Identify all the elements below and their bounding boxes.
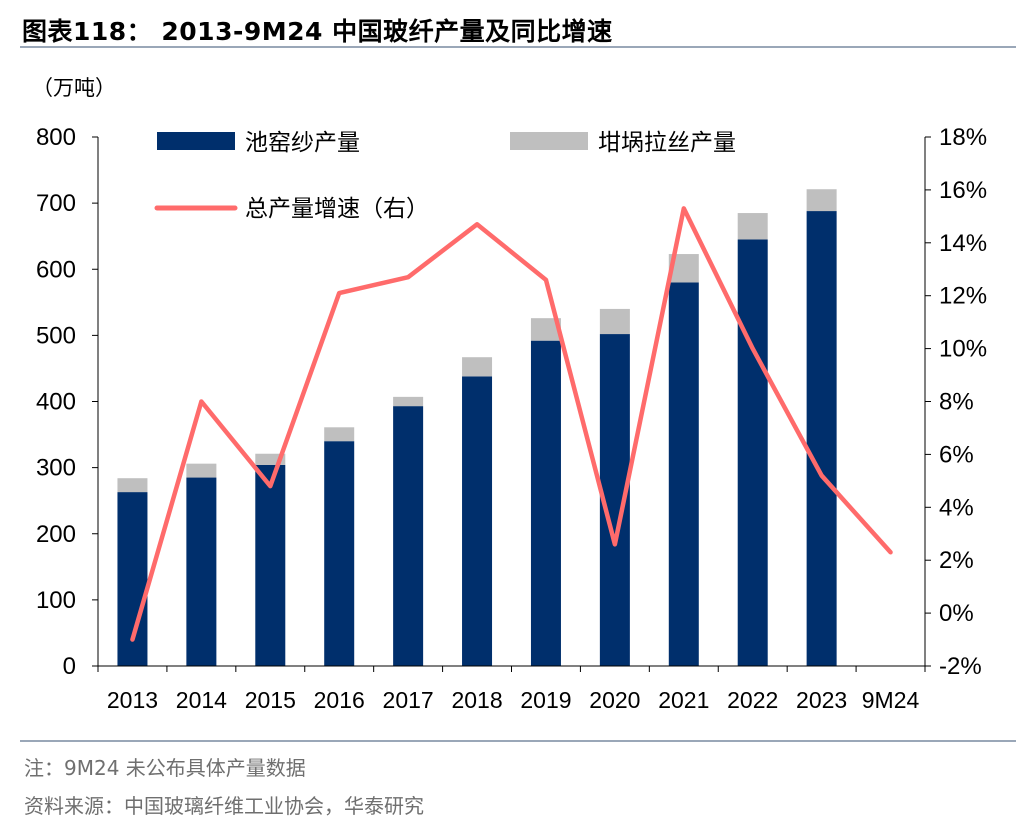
legend-crucible-label: 坩埚拉丝产量 — [598, 130, 736, 156]
bar-pool-kiln-2018 — [462, 376, 493, 666]
right-tick-label: 10% — [939, 336, 987, 363]
x-tick-label: 2019 — [520, 687, 571, 713]
right-tick-label: 0% — [939, 600, 974, 627]
legend-pool-kiln-swatch — [157, 132, 235, 150]
right-tick-label: 2% — [939, 547, 974, 574]
x-tick-label: 2022 — [727, 687, 778, 713]
left-tick-label: 300 — [36, 455, 76, 482]
bar-crucible-2015 — [255, 453, 286, 465]
footer-divider — [20, 740, 1016, 742]
left-tick-label: 600 — [36, 256, 76, 283]
bar-crucible-2019 — [530, 318, 561, 341]
bar-crucible-2020 — [599, 308, 630, 335]
right-tick-label: 16% — [939, 177, 987, 204]
y-axis-unit-label: （万吨） — [32, 76, 116, 100]
source-note: 资料来源：中国玻璃纤维工业协会，华泰研究 — [24, 794, 424, 818]
bar-crucible-2017 — [393, 396, 424, 407]
right-tick-label: 4% — [939, 494, 974, 521]
right-tick-label: 6% — [939, 441, 974, 468]
bar-crucible-2022 — [737, 213, 768, 240]
footnote: 注：9M24 未公布具体产量数据 — [24, 756, 306, 780]
x-tick-label: 2017 — [383, 687, 434, 713]
x-tick-label: 9M24 — [862, 687, 920, 713]
x-tick-label: 2014 — [176, 687, 227, 713]
bar-pool-kiln-2014 — [186, 477, 217, 666]
line-layer — [130, 206, 893, 642]
bar-pool-kiln-2022 — [737, 239, 768, 666]
left-tick-label: 400 — [36, 389, 76, 416]
legend-growth-label: 总产量增速（右） — [245, 196, 429, 222]
legend-crucible-swatch — [510, 132, 588, 150]
left-tick-label: 0 — [63, 653, 76, 680]
x-tick-label: 2016 — [314, 687, 365, 713]
left-tick-label: 800 — [36, 124, 76, 151]
left-tick-label: 200 — [36, 521, 76, 548]
x-tick-label: 2021 — [658, 687, 709, 713]
left-tick-label: 700 — [36, 190, 76, 217]
x-tick-label: 2015 — [245, 687, 296, 713]
bar-pool-kiln-2019 — [530, 340, 561, 666]
x-tick-label: 2020 — [589, 687, 640, 713]
right-tick-label: -2% — [939, 653, 982, 680]
bar-pool-kiln-2021 — [668, 282, 699, 666]
right-tick-label: 18% — [939, 124, 987, 151]
right-tick-label: 8% — [939, 389, 974, 416]
title-divider — [20, 46, 1016, 48]
bar-crucible-2016 — [324, 427, 355, 442]
bar-pool-kiln-2015 — [255, 464, 286, 666]
x-tick-label: 2013 — [107, 687, 158, 713]
axes-layer: 0 100 200 300 400 500 600 700 800 -2% 0% 2% 4% 6% 8% 10… — [36, 124, 987, 713]
bar-pool-kiln-2016 — [324, 441, 355, 666]
right-tick-label: 12% — [939, 283, 987, 310]
bar-pool-kiln-2017 — [393, 406, 424, 666]
chart-title: 图表118： 2013-9M24 中国玻纤产量及同比增速 — [22, 17, 613, 46]
chart-plot: 0 100 200 300 400 500 600 700 800 -2% 0% 2% 4% 6% 8% 10… — [36, 124, 987, 713]
left-tick-label: 500 — [36, 322, 76, 349]
left-tick-label: 100 — [36, 587, 76, 614]
x-tick-label: 2018 — [451, 687, 502, 713]
bar-crucible-2014 — [186, 463, 217, 478]
bar-crucible-2013 — [117, 478, 148, 493]
bar-crucible-2023 — [806, 189, 837, 212]
legend-pool-kiln-label: 池窑纱产量 — [245, 130, 360, 156]
x-tick-label: 2023 — [796, 687, 847, 713]
bar-pool-kiln-2023 — [806, 211, 837, 666]
bar-crucible-2018 — [462, 357, 493, 377]
growth-rate-line — [130, 206, 893, 642]
right-tick-label: 14% — [939, 230, 987, 257]
